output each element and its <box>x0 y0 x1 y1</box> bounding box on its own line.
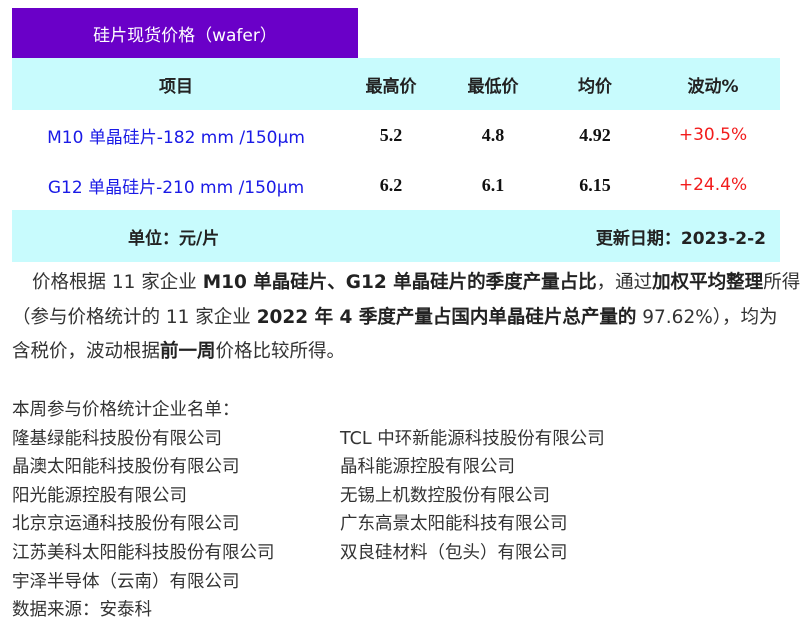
change-pct: +24.4% <box>678 175 748 195</box>
note-bold: 前一周 <box>160 341 216 362</box>
page-title: 硅片现货价格（wafer） <box>12 8 358 58</box>
list-item: 晶澳太阳能科技股份有限公司 <box>12 457 240 478</box>
note-text: ，通过 <box>596 272 653 293</box>
item-name: G12 单晶硅片-210 mm /150μm <box>47 177 305 198</box>
change-pct: +30.5% <box>678 125 748 145</box>
note-bold: 2022 年 4 季度产量占国内单晶硅片总产量的 <box>256 306 637 328</box>
list-title: 本周参与价格统计企业名单： <box>12 400 240 420</box>
note-text: 价格比较所得。 <box>215 341 346 362</box>
unit-label: 单位：元/片 <box>128 228 220 249</box>
note-bold: M10 单晶硅片、G12 单晶硅片的季度产量占比 <box>202 272 597 293</box>
low-price: 6.1 <box>481 174 505 195</box>
list-item: 晶科能源控股有限公司 <box>340 457 515 478</box>
item-name: M10 单晶硅片-182 mm /150μm <box>47 127 305 148</box>
list-item: 阳光能源控股有限公司 <box>12 485 187 506</box>
note-text: 价格根据 11 家企业 <box>32 272 203 293</box>
list-item: TCL 中环新能源科技股份有限公司 <box>340 428 605 449</box>
low-price: 4.8 <box>481 124 505 145</box>
update-date: 更新日期：2023-2-2 <box>595 228 766 249</box>
avg-price: 6.15 <box>579 174 611 195</box>
table-header: 项目 最高价 最低价 均价 波动% <box>12 58 780 110</box>
note-text: 97.62%），均为 <box>642 306 778 328</box>
list-item: 隆基绿能科技股份有限公司 <box>12 428 222 449</box>
table-footer: 单位：元/片 更新日期：2023-2-2 <box>12 210 780 262</box>
note-text: 所得 <box>763 272 800 293</box>
header-change: 波动% <box>687 76 739 97</box>
header-low: 最低价 <box>467 76 519 97</box>
note-bold: 加权平均整理 <box>652 272 764 293</box>
price-table: 项目 最高价 最低价 均价 波动% M10 单晶硅片-182 mm /150μm… <box>12 58 780 262</box>
company-list-right: TCL 中环新能源科技股份有限公司 晶科能源控股有限公司 无锡上机数控股份有限公… <box>340 396 605 568</box>
list-item: 无锡上机数控股份有限公司 <box>340 485 550 506</box>
list-item: 双良硅材料（包头）有限公司 <box>340 542 568 563</box>
data-source: 数据来源：安泰科 <box>12 600 152 621</box>
methodology-note: 价格根据 11 家企业 M10 单晶硅片、G12 单晶硅片的季度产量占比，通过加… <box>12 266 800 370</box>
list-item: 宇泽半导体（云南）有限公司 <box>12 571 240 592</box>
header-item: 项目 <box>159 76 193 97</box>
table-row: M10 单晶硅片-182 mm /150μm 5.2 4.8 4.92 +30.… <box>12 110 780 160</box>
list-item: 广东高景太阳能科技有限公司 <box>340 514 568 535</box>
header-avg: 均价 <box>578 76 612 97</box>
high-price: 5.2 <box>379 124 403 145</box>
header-high: 最高价 <box>365 76 417 97</box>
table-row: G12 单晶硅片-210 mm /150μm 6.2 6.1 6.15 +24.… <box>12 160 780 210</box>
high-price: 6.2 <box>379 174 403 195</box>
note-text: （参与价格统计的 11 家企业 <box>12 306 257 328</box>
company-list-left: 本周参与价格统计企业名单： 隆基绿能科技股份有限公司 晶澳太阳能科技股份有限公司… <box>12 396 275 625</box>
list-item: 北京京运通科技股份有限公司 <box>12 514 240 535</box>
avg-price: 4.92 <box>579 124 611 145</box>
note-text: 含税价，波动根据 <box>12 341 161 362</box>
list-item: 江苏美科太阳能科技股份有限公司 <box>12 542 275 563</box>
